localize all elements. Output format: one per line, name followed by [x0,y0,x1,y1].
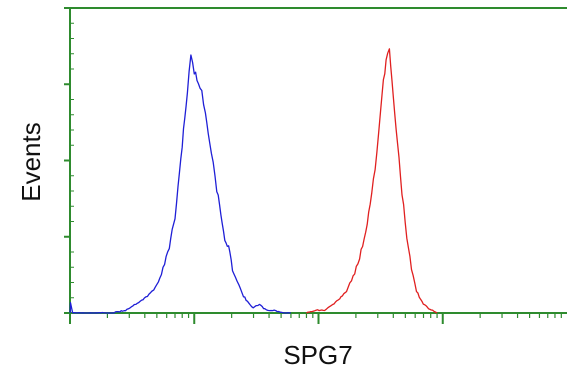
axis-ticks [64,7,562,324]
series-2-line [306,48,438,314]
plot-frame [69,7,567,314]
series-1-line [69,54,291,314]
y-axis-title: Events [16,122,46,202]
x-axis-title: SPG7 [283,340,352,370]
series-layer [69,48,438,314]
